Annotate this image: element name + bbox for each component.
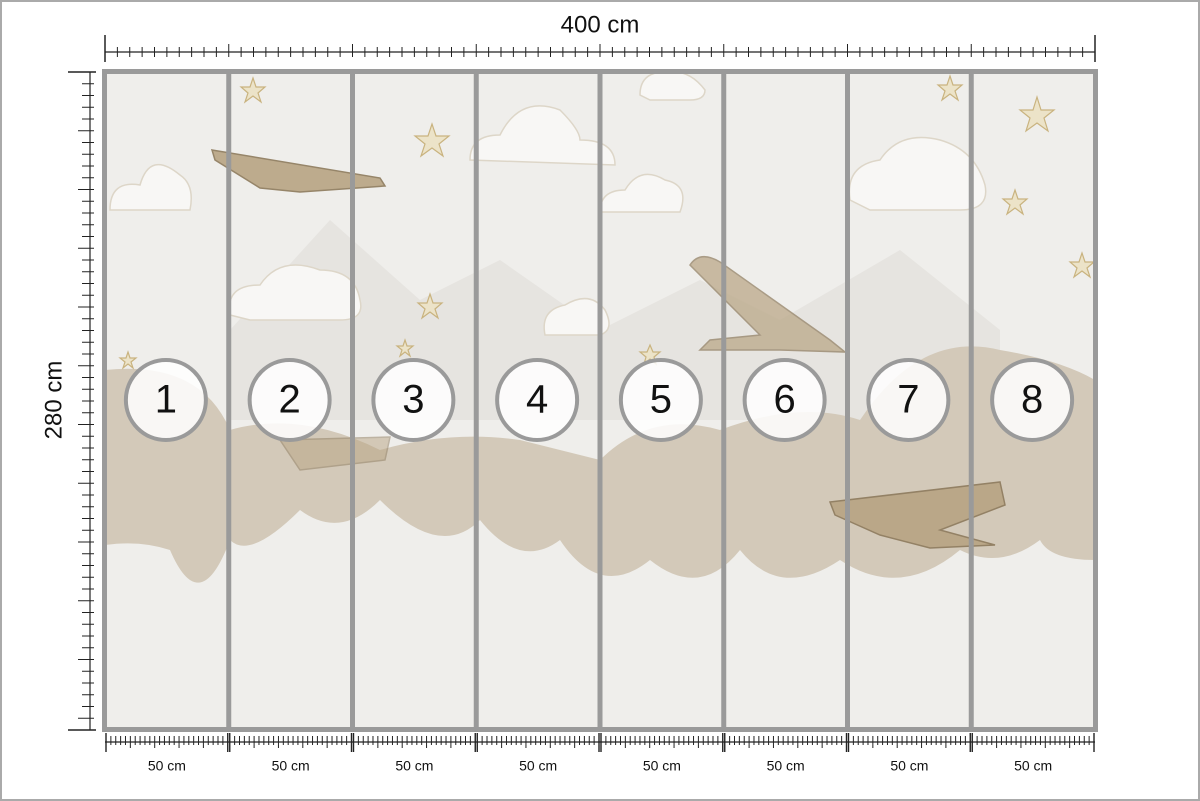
panel-number: 8	[1021, 378, 1043, 422]
panel-badge	[123, 358, 208, 442]
airplanes	[210, 149, 1006, 549]
width-label: 400 cm	[561, 11, 640, 38]
panel-badge	[495, 358, 580, 442]
clouds	[109, 71, 987, 336]
panel-badge	[618, 358, 703, 442]
stars	[118, 74, 1096, 370]
panel-number: 3	[402, 378, 424, 422]
panel-number: 6	[774, 378, 796, 422]
panel-width-label: 50 cm	[395, 758, 433, 774]
panel-badge	[371, 358, 456, 442]
panel-number: 1	[155, 378, 177, 422]
panel-width-label: 50 cm	[148, 758, 186, 774]
panel-badge	[247, 358, 332, 442]
panel-number: 4	[526, 378, 548, 422]
panel-number: 5	[650, 378, 672, 422]
panel-width-label: 50 cm	[890, 758, 928, 774]
panel-number: 7	[897, 378, 919, 422]
panel-width-label: 50 cm	[643, 758, 681, 774]
height-label: 280 cm	[40, 361, 67, 440]
panel-badge	[990, 358, 1075, 442]
panel-width-label: 50 cm	[272, 758, 310, 774]
panel-width-label: 50 cm	[519, 758, 557, 774]
panel-number: 2	[279, 378, 301, 422]
panel-width-label: 50 cm	[1014, 758, 1052, 774]
panel-badge	[866, 358, 951, 442]
panel-width-label: 50 cm	[767, 758, 805, 774]
panel-badge	[742, 358, 827, 442]
